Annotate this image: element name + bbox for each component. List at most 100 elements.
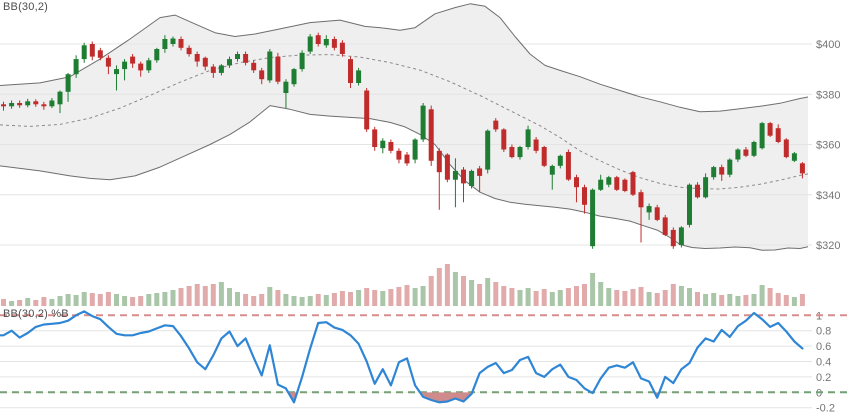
candle-body — [799, 163, 805, 174]
volume-bar — [444, 264, 450, 306]
candle-body — [372, 129, 378, 147]
volume-bar — [380, 291, 386, 306]
volume-bar — [477, 284, 483, 306]
volume-bar — [210, 284, 216, 306]
candle-body — [695, 184, 700, 198]
candle-body — [565, 152, 571, 180]
middle-band-line — [0, 54, 809, 190]
volume-bar — [9, 301, 15, 306]
candle-body — [339, 42, 345, 54]
volume-bar — [743, 295, 749, 306]
volume-bar — [323, 295, 329, 306]
volume-bar — [775, 293, 781, 306]
candle-body — [678, 227, 684, 245]
price-axis-label: $400 — [816, 39, 840, 51]
candle-body — [549, 165, 555, 175]
candle-body — [33, 101, 39, 105]
volume-bar — [146, 294, 152, 306]
candle-body — [291, 69, 297, 85]
volume-bar — [630, 289, 636, 306]
volume-bar — [227, 288, 232, 306]
volume-bar — [541, 289, 547, 306]
candle-body — [105, 57, 111, 67]
volume-bar — [404, 285, 410, 306]
candle-body — [396, 150, 402, 160]
candle-body — [469, 170, 475, 186]
volume-bar — [202, 286, 208, 306]
candle-body — [606, 177, 612, 185]
candle-body — [485, 130, 491, 170]
candle-body — [557, 155, 563, 166]
volume-bar — [235, 292, 240, 306]
candle-body — [154, 49, 160, 61]
volume-bar — [396, 287, 402, 306]
pctb-below-zero-fill — [0, 392, 803, 403]
pctb-layer: 10.80.60.40.20-0.2 — [0, 310, 847, 413]
volume-bar — [485, 278, 491, 306]
volume-bar — [114, 294, 119, 306]
volume-bar — [428, 276, 434, 306]
volume-bar — [267, 287, 273, 306]
candle-body — [331, 39, 337, 48]
volume-bar — [73, 295, 79, 306]
volume-layer — [1, 264, 805, 306]
candle-body — [315, 35, 321, 44]
price-axis-label: $380 — [816, 89, 840, 101]
volume-bar — [299, 297, 305, 306]
pctb-axis-label: 0.8 — [816, 326, 831, 338]
volume-bar — [364, 288, 370, 306]
candle-body — [323, 39, 329, 46]
candle-body — [767, 123, 773, 136]
candle-body — [202, 57, 208, 67]
volume-bar — [186, 286, 192, 306]
price-grid-layer: $400 $380 $360 $340 $320 — [0, 39, 840, 252]
volume-bar — [557, 290, 563, 306]
volume-bar — [41, 297, 47, 306]
pctb-line — [0, 310, 804, 404]
volume-bar — [372, 290, 378, 306]
candle-body — [743, 149, 749, 156]
volume-bar — [517, 290, 523, 306]
candle-body — [146, 60, 152, 71]
candle-body — [719, 167, 725, 175]
candle-body — [348, 59, 353, 83]
candle-body — [477, 168, 483, 176]
candle-body — [218, 65, 224, 73]
volume-bar — [719, 295, 725, 306]
volume-bar — [339, 291, 345, 306]
volume-bar — [727, 294, 733, 306]
volume-bar — [751, 294, 757, 306]
candle-body — [364, 90, 370, 130]
candle-body — [452, 170, 458, 180]
candle-body — [670, 229, 676, 247]
candle-body — [122, 61, 128, 70]
volume-bar — [461, 276, 466, 306]
candle-body — [25, 101, 31, 106]
volume-bar — [218, 282, 224, 306]
volume-bar — [614, 290, 620, 306]
band-fill — [0, 3, 808, 251]
volume-bar — [251, 296, 257, 306]
candle-body — [283, 81, 289, 93]
pctb-axis-label: 0.6 — [816, 341, 831, 353]
candle-body — [444, 154, 450, 180]
volume-bar — [735, 296, 741, 306]
volume-bar — [331, 293, 337, 306]
volume-bar — [662, 290, 668, 306]
volume-bar — [138, 296, 144, 306]
band-outline-layer — [0, 3, 809, 251]
candle-body — [622, 179, 628, 191]
candle-body — [574, 177, 579, 188]
candle-body — [662, 217, 668, 235]
volume-bar — [703, 294, 709, 306]
upper-band-line — [0, 3, 809, 113]
candle-body — [646, 206, 652, 213]
price-axis-label: $360 — [816, 140, 840, 152]
candlestick-layer — [1, 32, 805, 249]
volume-bar — [582, 284, 587, 306]
candle-body — [194, 54, 200, 62]
candle-body — [130, 56, 136, 64]
volume-bar — [122, 296, 128, 306]
pctb-panel-title: BB(30,2) %B — [3, 308, 69, 320]
